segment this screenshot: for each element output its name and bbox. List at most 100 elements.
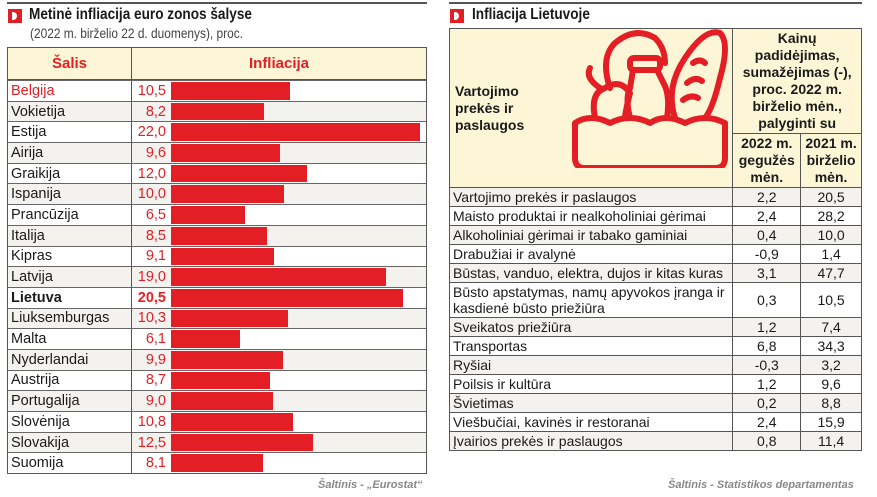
value-label: 8,2: [145, 103, 166, 120]
header-inflation: Infliacija: [248, 55, 310, 72]
change-year: 3,2: [800, 355, 862, 375]
bar-cell: [170, 102, 426, 122]
country-label: Latvija: [8, 267, 132, 287]
value-label: 6,1: [145, 331, 166, 348]
value-label: 9,6: [145, 144, 166, 161]
category-label: Sveikatos priežiūra: [448, 317, 734, 337]
bar: [171, 413, 294, 431]
header-may: 2022 m. gegužės mėn.: [732, 133, 802, 188]
change-year: 15,9: [800, 412, 862, 432]
bar-cell: [170, 433, 426, 453]
table-row: Portugalija 9,0: [8, 390, 426, 411]
value-label: 20,5: [137, 289, 166, 306]
bar: [171, 268, 386, 286]
value-label: 6,5: [145, 206, 166, 223]
table-row: Poilsis ir kultūra 1,2 9,6: [448, 374, 862, 394]
category-label: Įvairios prekės ir paslaugos: [448, 431, 734, 451]
value-label: 9,9: [145, 351, 166, 368]
bar: [171, 330, 240, 348]
table-row: Malta 6,1: [8, 328, 426, 349]
value-label: 22,0: [137, 124, 166, 141]
change-year: 1,4: [800, 244, 862, 264]
value-label: 10,8: [137, 413, 166, 430]
section-marker-icon: [450, 9, 464, 23]
bar-cell: [170, 453, 426, 473]
category-label: Viešbučiai, kavinės ir restoranai: [448, 412, 734, 432]
country-label: Slovėnija: [8, 412, 132, 432]
table-row: Būsto apstatymas, namų apyvokos įranga i…: [448, 282, 862, 318]
change-may: 0,3: [732, 282, 802, 318]
change-may: -0,9: [732, 244, 802, 264]
bar-cell: [170, 391, 426, 411]
table-row: Drabužiai ir avalynė -0,9 1,4: [448, 244, 862, 264]
country-label: Malta: [8, 329, 132, 349]
bar-cell: [170, 329, 426, 349]
country-label: Airija: [8, 143, 132, 163]
category-label: Ryšiai: [448, 355, 734, 375]
left-source: Šaltinis - „Eurostat“: [318, 479, 423, 491]
bar-cell: [170, 412, 426, 432]
table-row: Austrija 8,7: [8, 369, 426, 391]
inflation-bar-table: Šalis Infliacija Belgija 10,5 Vokietija …: [7, 47, 427, 475]
change-year: 7,4: [800, 317, 862, 337]
change-may: 1,2: [732, 317, 802, 337]
table-row: Slovakija 12,5: [8, 431, 426, 453]
table-row: Slovėnija 10,8: [8, 411, 426, 432]
bar-cell: [170, 309, 426, 329]
category-label: Švietimas: [448, 393, 734, 413]
bar-cell: [170, 143, 426, 163]
category-label: Vartojimo prekės ir paslaugos: [448, 187, 734, 207]
bar-cell: [170, 350, 426, 370]
category-label: Poilsis ir kultūra: [448, 374, 734, 394]
category-label: Drabužiai ir avalynė: [448, 244, 734, 264]
table-row: Prancūzija 6,5: [8, 204, 426, 225]
change-may: -0,3: [732, 355, 802, 375]
table-row: Nyderlandai 9,9: [8, 348, 426, 370]
value-label: 8,1: [145, 455, 166, 472]
category-label: Būsto apstatymas, namų apyvokos įranga i…: [448, 282, 734, 318]
change-year: 10,5: [800, 282, 862, 318]
country-label: Italija: [8, 225, 132, 246]
table-row: Vartojimo prekės ir paslaugos 2,2 20,5: [448, 187, 862, 207]
bar-cell: [170, 205, 426, 225]
category-label: Maisto produktai ir nealkoholiniai gėrim…: [448, 206, 734, 226]
table-row: Ryšiai -0,3 3,2: [448, 355, 862, 375]
change-year: 47,7: [800, 263, 862, 283]
table-row: Kipras 9,1: [8, 245, 426, 267]
table-row: Suomija 8,1: [8, 452, 426, 474]
value-label: 8,7: [145, 372, 166, 389]
bar-cell: [170, 184, 426, 204]
value-label: 19,0: [137, 269, 166, 286]
bar: [171, 247, 274, 266]
value-label: 8,5: [145, 227, 166, 244]
change-may: 0,2: [732, 393, 802, 413]
bar: [171, 309, 288, 328]
change-may: 0,8: [732, 431, 802, 451]
value-label: 12,5: [137, 434, 166, 451]
value-label: 10,0: [137, 186, 166, 203]
country-label: Ispanija: [8, 184, 132, 205]
table-row: Graikija 12,0: [8, 162, 426, 184]
country-label: Suomija: [8, 453, 132, 474]
table-row: Švietimas 0,2 8,8: [448, 393, 862, 413]
bar: [171, 144, 280, 162]
change-year: 8,8: [800, 393, 862, 413]
category-label: Transportas: [448, 336, 734, 356]
change-may: 3,1: [732, 263, 802, 283]
bar: [171, 371, 270, 390]
country-label: Nyderlandai: [8, 349, 132, 370]
left-subtitle: (2022 m. birželio 22 d. duomenys), proc.: [30, 25, 243, 41]
change-may: 0,4: [732, 225, 802, 245]
bar-cell: [170, 288, 426, 308]
bar-cell: [170, 371, 426, 391]
country-label: Estija: [8, 122, 132, 143]
country-label: Lietuva: [8, 287, 132, 308]
change-year: 20,5: [800, 187, 862, 207]
country-label: Liuksemburgas: [8, 308, 132, 329]
table-row: Būstas, vanduo, elektra, dujos ir kitas …: [448, 263, 862, 283]
value-label: 9,1: [145, 248, 166, 265]
change-year: 10,0: [800, 225, 862, 245]
section-marker-icon: [8, 9, 22, 23]
change-year: 11,4: [800, 431, 862, 451]
table-row: Vokietija 8,2: [8, 100, 426, 122]
